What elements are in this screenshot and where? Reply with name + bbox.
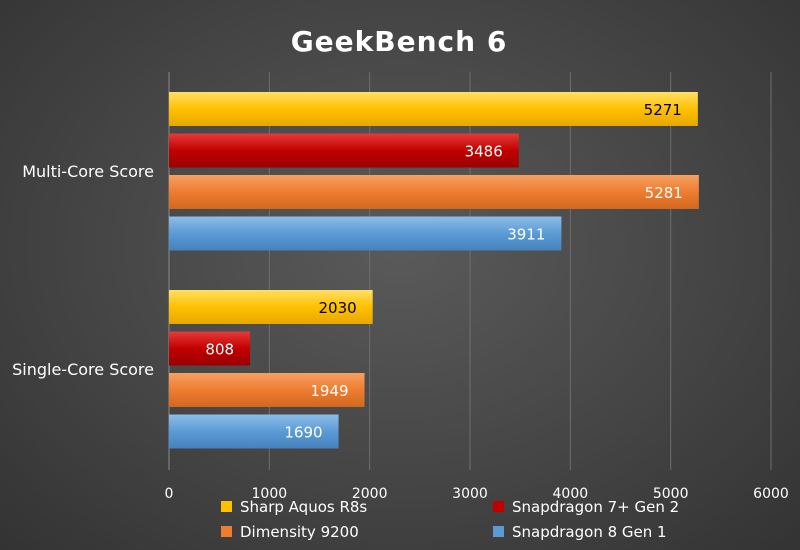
x-tick-label-3000: 3000 — [452, 486, 488, 502]
data-label-single-core-snapdragon-7-plus-gen-2: 808 — [205, 341, 234, 359]
x-tick-label-1000: 1000 — [252, 486, 288, 502]
gridlines — [168, 72, 772, 470]
x-tick-label-5000: 5000 — [653, 486, 689, 502]
data-label-single-core-snapdragon-8-gen-1: 1690 — [284, 424, 322, 442]
data-label-single-core-sharp-aquos-r8s: 2030 — [318, 299, 356, 317]
chart-title: GeekBench 6 — [291, 25, 508, 58]
legend-label-dimensity-9200: Dimensity 9200 — [240, 523, 359, 541]
data-label-single-core-dimensity-9200: 1949 — [310, 382, 348, 400]
x-tick-label-2000: 2000 — [352, 486, 388, 502]
legend-label-snapdragon-7-plus-gen-2: Snapdragon 7+ Gen 2 — [512, 498, 679, 516]
category-label-multi-core: Multi-Core Score — [22, 162, 154, 181]
legend-swatch-sharp-aquos-r8s — [221, 501, 232, 512]
bar-single-core-sharp-aquos-r8s — [169, 290, 373, 324]
bar-single-core-dimensity-9200 — [169, 373, 365, 407]
bar-multi-core-snapdragon-8-gen-1 — [169, 216, 562, 251]
bar-multi-core-snapdragon-7-plus-gen-2 — [169, 133, 519, 168]
legend-label-snapdragon-8-gen-1: Snapdragon 8 Gen 1 — [512, 523, 667, 541]
legend: Sharp Aquos R8s Snapdragon 7+ Gen 2 Dime… — [221, 498, 679, 541]
data-label-multi-core-snapdragon-8-gen-1: 3911 — [507, 226, 545, 244]
legend-swatch-snapdragon-7-plus-gen-2 — [493, 501, 504, 512]
data-label-multi-core-dimensity-9200: 5281 — [645, 184, 683, 202]
bar-multi-core-sharp-aquos-r8s — [169, 92, 698, 126]
legend-swatch-snapdragon-8-gen-1 — [493, 526, 504, 537]
bar-multi-core-dimensity-9200 — [169, 175, 699, 209]
bar-single-core-snapdragon-7-plus-gen-2 — [169, 331, 251, 366]
data-label-multi-core-sharp-aquos-r8s: 5271 — [644, 101, 682, 119]
x-tick-label-0: 0 — [165, 486, 174, 502]
legend-swatch-dimensity-9200 — [221, 526, 232, 537]
x-axis-tick-labels: 0 1000 2000 3000 4000 5000 6000 — [165, 486, 789, 502]
legend-label-sharp-aquos-r8s: Sharp Aquos R8s — [240, 498, 367, 516]
x-tick-label-4000: 4000 — [553, 486, 589, 502]
bars: 5271 3486 5281 3911 2030 808 1949 1690 — [169, 92, 699, 449]
data-label-multi-core-snapdragon-7-plus-gen-2: 3486 — [465, 143, 503, 161]
category-labels: Multi-Core Score Single-Core Score — [12, 162, 154, 379]
bar-single-core-snapdragon-8-gen-1 — [169, 414, 339, 449]
x-tick-label-6000: 6000 — [753, 486, 789, 502]
category-label-single-core: Single-Core Score — [12, 360, 154, 379]
